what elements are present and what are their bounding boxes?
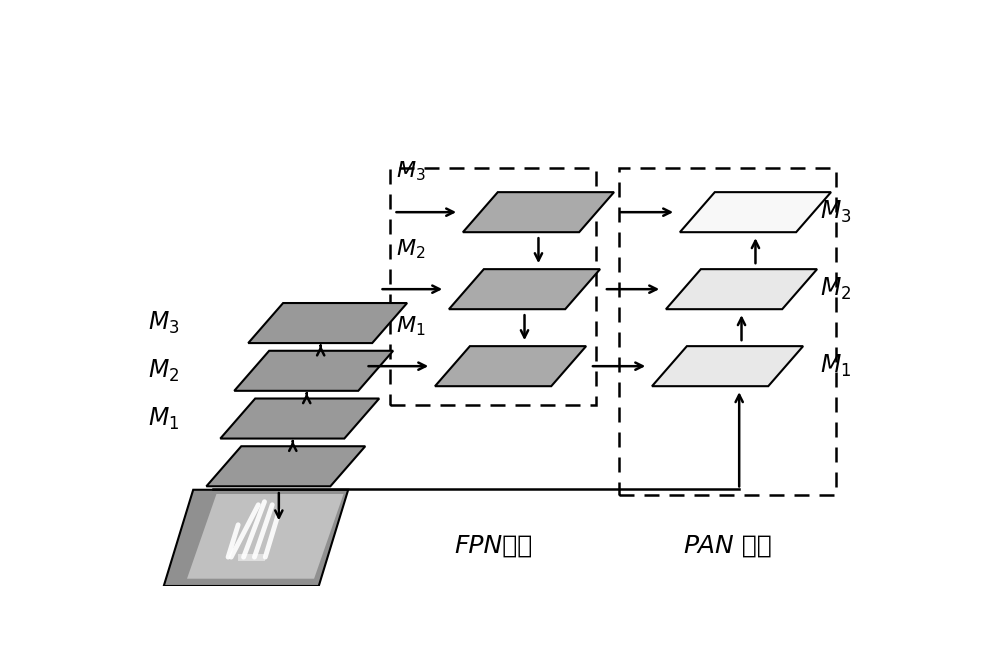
Polygon shape bbox=[164, 490, 348, 586]
Text: $M_1$: $M_1$ bbox=[820, 353, 851, 379]
Polygon shape bbox=[187, 494, 344, 578]
Text: $M_3$: $M_3$ bbox=[148, 310, 179, 336]
Text: PAN 结构: PAN 结构 bbox=[684, 534, 772, 557]
Bar bbox=[619, 168, 836, 495]
Text: $M_1$: $M_1$ bbox=[396, 315, 426, 338]
Polygon shape bbox=[652, 346, 803, 386]
Polygon shape bbox=[463, 192, 614, 232]
Text: FPN结构: FPN结构 bbox=[454, 534, 532, 557]
Text: $M_3$: $M_3$ bbox=[396, 159, 426, 183]
Polygon shape bbox=[666, 269, 817, 309]
Text: $M_2$: $M_2$ bbox=[820, 276, 851, 302]
Text: $M_1$: $M_1$ bbox=[148, 405, 179, 432]
Polygon shape bbox=[220, 399, 379, 438]
Polygon shape bbox=[449, 269, 600, 309]
Text: $M_3$: $M_3$ bbox=[820, 199, 852, 225]
Polygon shape bbox=[435, 346, 586, 386]
Polygon shape bbox=[680, 192, 831, 232]
Bar bbox=[390, 168, 596, 405]
Polygon shape bbox=[248, 303, 407, 343]
Text: $M_2$: $M_2$ bbox=[148, 358, 179, 384]
Text: $M_2$: $M_2$ bbox=[396, 238, 426, 261]
Polygon shape bbox=[206, 446, 365, 486]
Polygon shape bbox=[234, 351, 393, 391]
